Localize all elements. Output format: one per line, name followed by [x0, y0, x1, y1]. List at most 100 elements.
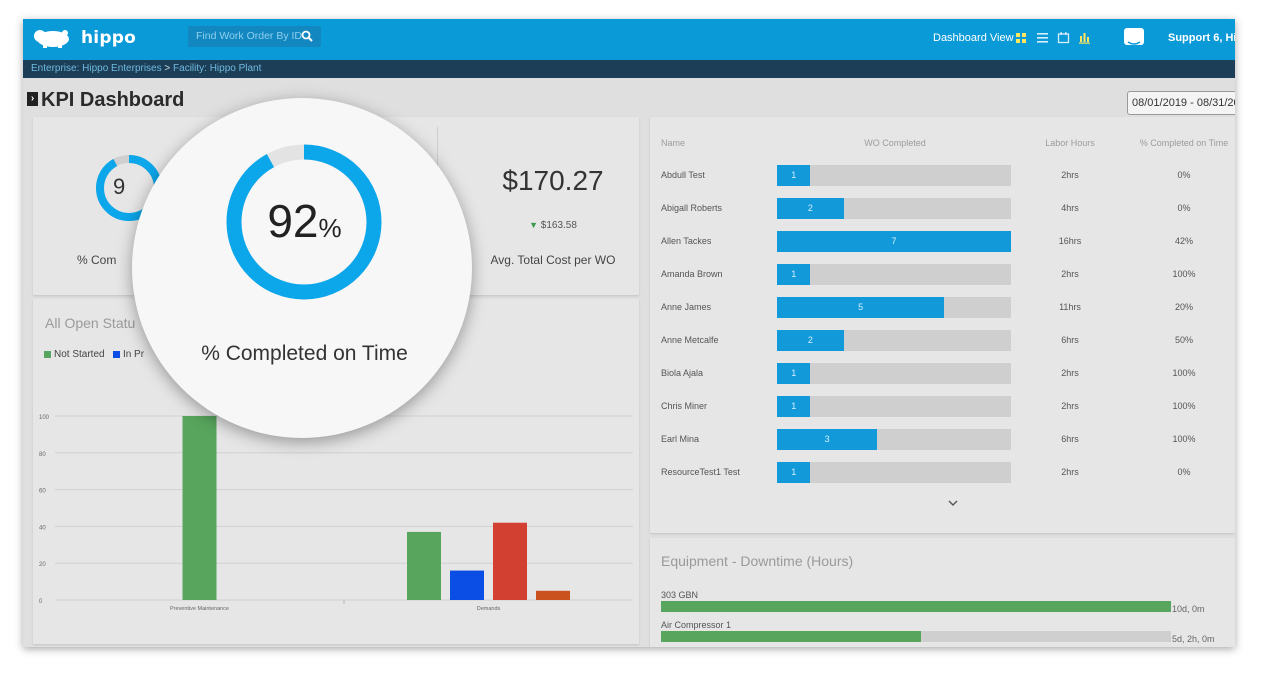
downtime-bar-track	[661, 631, 1171, 642]
legend-item-in-progress[interactable]: In Pr	[112, 349, 144, 360]
bar[interactable]	[407, 531, 441, 600]
pct-on-time: 100%	[1172, 434, 1196, 444]
open-status-bar-chart: 0 20 40 60 80 100 Preventive Maintenance Demand…	[39, 415, 633, 612]
labor-hours: 2hrs	[1061, 467, 1079, 477]
table-row[interactable]: Anne James 5 11hrs 20%	[650, 297, 1235, 330]
y-tick-label: 80	[39, 452, 46, 458]
work-order-search-input[interactable]: Find Work Order By ID	[188, 26, 321, 47]
table-row[interactable]: Anne Metcalfe 2 6hrs 50%	[650, 330, 1235, 363]
chart-legend: Not Started In Pr	[44, 349, 144, 360]
small-completion-value: 9	[113, 174, 126, 199]
downtime-value: 5d, 2h, 0m	[1172, 634, 1215, 644]
wo-bar: 2	[777, 198, 844, 219]
table-row[interactable]: ResourceTest1 Test 1 2hrs 0%	[650, 462, 1235, 495]
wo-bar-track: 1	[777, 264, 1011, 285]
date-range-picker[interactable]: 08/01/2019 - 08/31/20	[1127, 91, 1235, 115]
col-header-pct-on-time[interactable]: % Completed on Time	[1139, 138, 1229, 148]
dashboard-view-label: Dashboard View	[933, 32, 1014, 44]
search-placeholder: Find Work Order By ID	[196, 30, 302, 42]
wo-bar: 5	[777, 297, 945, 318]
small-completion-label: % Com	[77, 253, 117, 267]
bar[interactable]	[450, 570, 484, 600]
worker-performance-card: Name WO Completed Labor Hours % Complete…	[650, 117, 1235, 533]
list-view-icon[interactable]	[1036, 31, 1049, 44]
worker-name: Abdull Test	[661, 170, 705, 180]
worker-name: Chris Miner	[661, 401, 708, 411]
chart-view-icon[interactable]	[1078, 31, 1091, 44]
breadcrumb-separator: >	[164, 63, 171, 74]
search-icon[interactable]	[301, 30, 313, 42]
logo-text[interactable]: hippo	[81, 28, 136, 48]
table-row[interactable]: Abigall Roberts 2 4hrs 0%	[650, 198, 1235, 231]
bar[interactable]	[182, 416, 217, 600]
page-title: KPI Dashboard	[41, 89, 185, 111]
col-header-labor-hours[interactable]: Labor Hours	[1045, 138, 1095, 148]
expand-sidebar-icon[interactable]: ›	[27, 92, 38, 106]
y-tick-label: 0	[39, 599, 43, 605]
wo-bar: 1	[777, 264, 811, 285]
app-window: hippo Find Work Order By ID Dashboard Vi…	[23, 19, 1235, 647]
wo-bar-track: 1	[777, 363, 1011, 384]
bar[interactable]	[536, 590, 570, 600]
worker-name: Abigall Roberts	[661, 203, 723, 213]
wo-bar: 1	[777, 165, 811, 186]
chevron-down-icon[interactable]	[947, 499, 959, 507]
wo-bar-track: 5	[777, 297, 1011, 318]
pct-on-time: 0%	[1177, 170, 1191, 180]
pct-on-time: 20%	[1174, 302, 1193, 312]
hippo-logo-icon[interactable]	[32, 27, 72, 49]
open-status-card: All Open Statu Not Started In Pr 0 20 40 60…	[33, 299, 639, 644]
worker-name: Biola Ajala	[661, 368, 704, 378]
downtime-bar	[661, 601, 1171, 612]
equipment-name: 303 GBN	[661, 590, 699, 600]
table-row[interactable]: Allen Tackes 7 16hrs 42%	[650, 231, 1235, 264]
table-row[interactable]: Earl Mina 3 6hrs 100%	[650, 429, 1235, 462]
table-row[interactable]: Abdull Test 1 2hrs 0%	[650, 165, 1235, 198]
breadcrumb: Enterprise: Hippo Enterprises > Facility…	[23, 60, 1235, 78]
labor-hours: 4hrs	[1061, 203, 1079, 213]
avg-cost-delta: ▼ $163.58	[473, 220, 633, 231]
avg-cost-value: $170.27	[502, 165, 604, 196]
wo-bar-track: 3	[777, 429, 1011, 450]
wo-bar-track: 2	[777, 330, 1011, 351]
x-category-label: Demands	[477, 606, 501, 612]
breadcrumb-facility[interactable]: Facility: Hippo Plant	[173, 63, 262, 74]
labor-hours: 2hrs	[1061, 368, 1079, 378]
pct-on-time: 50%	[1174, 335, 1193, 345]
user-menu[interactable]: Support 6, Hip	[1168, 32, 1235, 44]
wo-bar: 7	[777, 231, 1011, 252]
downtime-bar	[661, 631, 922, 642]
table-row[interactable]: Amanda Brown 1 2hrs 100%	[650, 264, 1235, 297]
y-tick-label: 20	[39, 562, 46, 568]
wo-bar-track: 1	[777, 462, 1011, 483]
table-row[interactable]: Biola Ajala 1 2hrs 100%	[650, 363, 1235, 396]
worker-name: ResourceTest1 Test	[661, 467, 740, 477]
avg-cost-delta-value: $163.58	[540, 220, 577, 231]
wo-bar: 2	[777, 330, 844, 351]
wo-bar-track: 2	[777, 198, 1011, 219]
bar[interactable]	[493, 522, 527, 600]
pct-on-time: 100%	[1172, 368, 1196, 378]
labor-hours: 2hrs	[1061, 170, 1079, 180]
chat-icon[interactable]	[1123, 27, 1145, 49]
grid-view-icon[interactable]	[1015, 31, 1028, 44]
down-arrow-icon: ▼	[529, 220, 538, 230]
table-row[interactable]: Chris Miner 1 2hrs 100%	[650, 396, 1235, 429]
col-header-name[interactable]: Name	[661, 138, 686, 148]
x-category-label: Preventive Maintenance	[170, 606, 229, 612]
y-tick-label: 40	[39, 525, 46, 531]
breadcrumb-enterprise[interactable]: Enterprise: Hippo Enterprises	[31, 63, 162, 74]
legend-item-not-started[interactable]: Not Started	[44, 349, 105, 360]
wo-bar: 1	[777, 462, 811, 483]
wo-bar-track: 7	[777, 231, 1011, 252]
calendar-view-icon[interactable]	[1057, 31, 1070, 44]
wo-bar: 1	[777, 396, 811, 417]
wo-bar: 1	[777, 363, 811, 384]
labor-hours: 2hrs	[1061, 401, 1079, 411]
completion-donut-chart	[226, 144, 382, 300]
magnified-kpi-callout: 92% % Completed on Time	[132, 98, 472, 438]
wo-bar-track: 1	[777, 396, 1011, 417]
completion-percent-value: 92%	[267, 195, 342, 247]
labor-hours: 11hrs	[1059, 302, 1081, 312]
col-header-wo-completed[interactable]: WO Completed	[864, 138, 926, 148]
